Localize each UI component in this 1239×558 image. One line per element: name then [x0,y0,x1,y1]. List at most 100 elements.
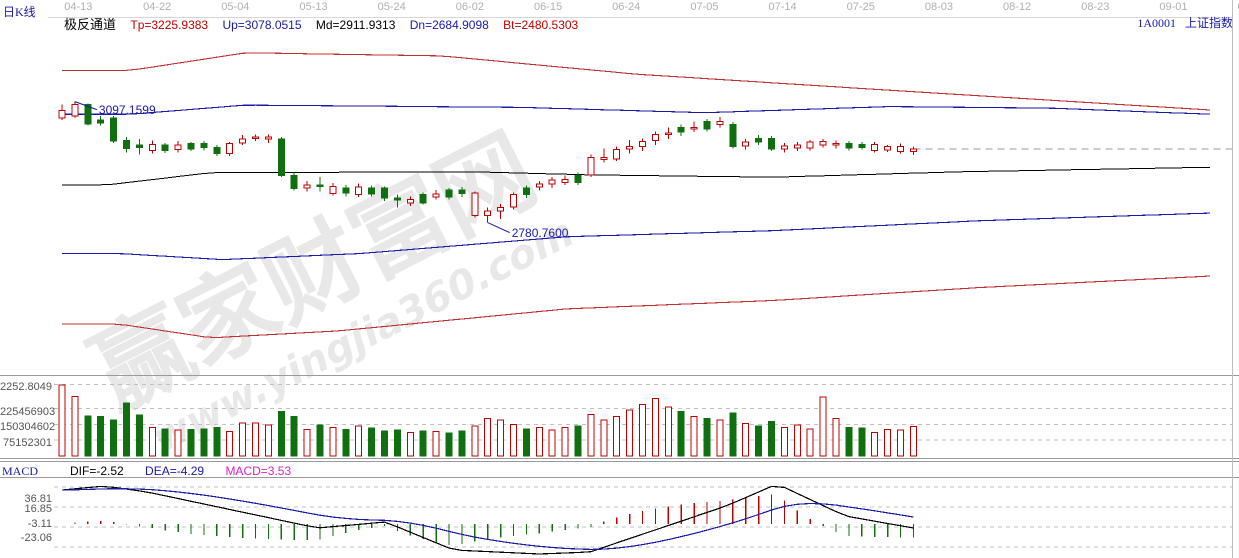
candle-body[interactable] [832,143,840,146]
candle-body[interactable] [677,127,685,133]
candle-body[interactable] [200,143,208,148]
volume-bar[interactable] [161,428,169,457]
volume-bar[interactable] [793,424,801,457]
candle-body[interactable] [755,137,763,143]
candle-body[interactable] [729,124,737,148]
volume-bar[interactable] [819,396,827,457]
candle-body[interactable] [522,187,530,195]
volume-bar[interactable] [174,429,182,457]
volume-bar[interactable] [742,423,750,457]
volume-bar[interactable] [574,425,582,457]
volume-bar[interactable] [419,430,427,457]
volume-bar[interactable] [871,431,879,457]
volume-bar[interactable] [845,426,853,457]
volume-bar[interactable] [497,419,505,457]
candle-body[interactable] [845,143,853,149]
volume-bar[interactable] [806,428,814,457]
volume-bar[interactable] [303,429,311,457]
candle-body[interactable] [497,207,505,212]
candle-body[interactable] [600,156,608,161]
volume-bar[interactable] [561,426,569,457]
candle-body[interactable] [458,189,466,194]
candle-body[interactable] [381,187,388,199]
candle-body[interactable] [626,146,634,150]
volume-bar[interactable] [355,425,363,457]
candle-body[interactable] [806,141,814,149]
volume-bar[interactable] [252,422,259,457]
volume-bar[interactable] [522,428,530,457]
candle-body[interactable] [471,192,479,216]
candle-body[interactable] [419,193,427,204]
candle-body[interactable] [406,198,414,204]
candle-body[interactable] [884,146,892,151]
candle-body[interactable] [664,132,672,135]
volume-bar[interactable] [729,412,737,457]
volume-series[interactable] [58,384,917,457]
candle-body[interactable] [574,174,582,184]
candle-body[interactable] [303,184,311,189]
volume-bar[interactable] [858,427,866,457]
volume-bar[interactable] [510,424,517,457]
candle-body[interactable] [639,140,646,148]
volume-bar[interactable] [780,426,788,457]
volume-panel[interactable] [0,376,1239,458]
volume-bar[interactable] [445,432,453,457]
volume-bar[interactable] [484,418,492,457]
candle-body[interactable] [135,144,143,149]
volume-bar[interactable] [432,431,440,457]
candle-body[interactable] [252,136,259,139]
candle-body[interactable] [432,193,440,198]
volume-bar[interactable] [264,424,272,457]
volume-bar[interactable] [84,415,92,457]
candle-body[interactable] [587,156,595,176]
candle-body[interactable] [703,121,711,130]
candle-body[interactable] [613,149,621,160]
volume-chart-svg[interactable] [0,376,1239,458]
volume-bar[interactable] [716,419,724,457]
candle-body[interactable] [329,185,337,194]
volume-bar[interactable] [329,426,337,457]
candle-body[interactable] [290,174,298,190]
volume-bar[interactable] [148,426,156,457]
candle-body[interactable] [819,140,827,146]
volume-bar[interactable] [213,426,221,457]
candle-body[interactable] [226,143,234,154]
volume-bar[interactable] [690,416,698,457]
candle-body[interactable] [690,127,698,130]
candle-body[interactable] [393,197,401,201]
volume-bar[interactable] [316,424,324,457]
candle-body[interactable] [342,187,350,194]
volume-bar[interactable] [200,428,208,457]
volume-bar[interactable] [703,418,711,457]
volume-bar[interactable] [884,429,892,457]
volume-bar[interactable] [277,411,285,457]
volume-bar[interactable] [187,429,195,457]
volume-bar[interactable] [471,425,479,457]
candle-body[interactable] [651,134,659,142]
volume-bar[interactable] [406,431,414,457]
volume-bar[interactable] [755,425,763,457]
candle-body[interactable] [148,143,156,152]
candle-body[interactable] [445,189,453,198]
volume-bar[interactable] [342,429,350,457]
candle-body[interactable] [548,179,556,185]
volume-bar[interactable] [897,429,904,457]
candle-body[interactable] [97,119,105,124]
volume-bar[interactable] [58,384,66,457]
volume-bar[interactable] [368,427,376,457]
volume-bar[interactable] [768,421,775,457]
volume-bar[interactable] [135,414,143,457]
volume-bar[interactable] [123,402,130,457]
candle-body[interactable] [561,179,569,184]
candle-body[interactable] [355,186,363,195]
volume-bar[interactable] [535,426,543,457]
candle-body[interactable] [277,138,285,176]
candlestick-series[interactable] [58,101,917,223]
candle-body[interactable] [793,144,801,149]
price-chart-svg[interactable] [0,28,1239,376]
volume-bar[interactable] [548,429,556,457]
macd-chart-svg[interactable] [0,462,1239,558]
volume-bar[interactable] [226,431,234,457]
candle-body[interactable] [510,193,517,208]
volume-bar[interactable] [110,419,118,457]
